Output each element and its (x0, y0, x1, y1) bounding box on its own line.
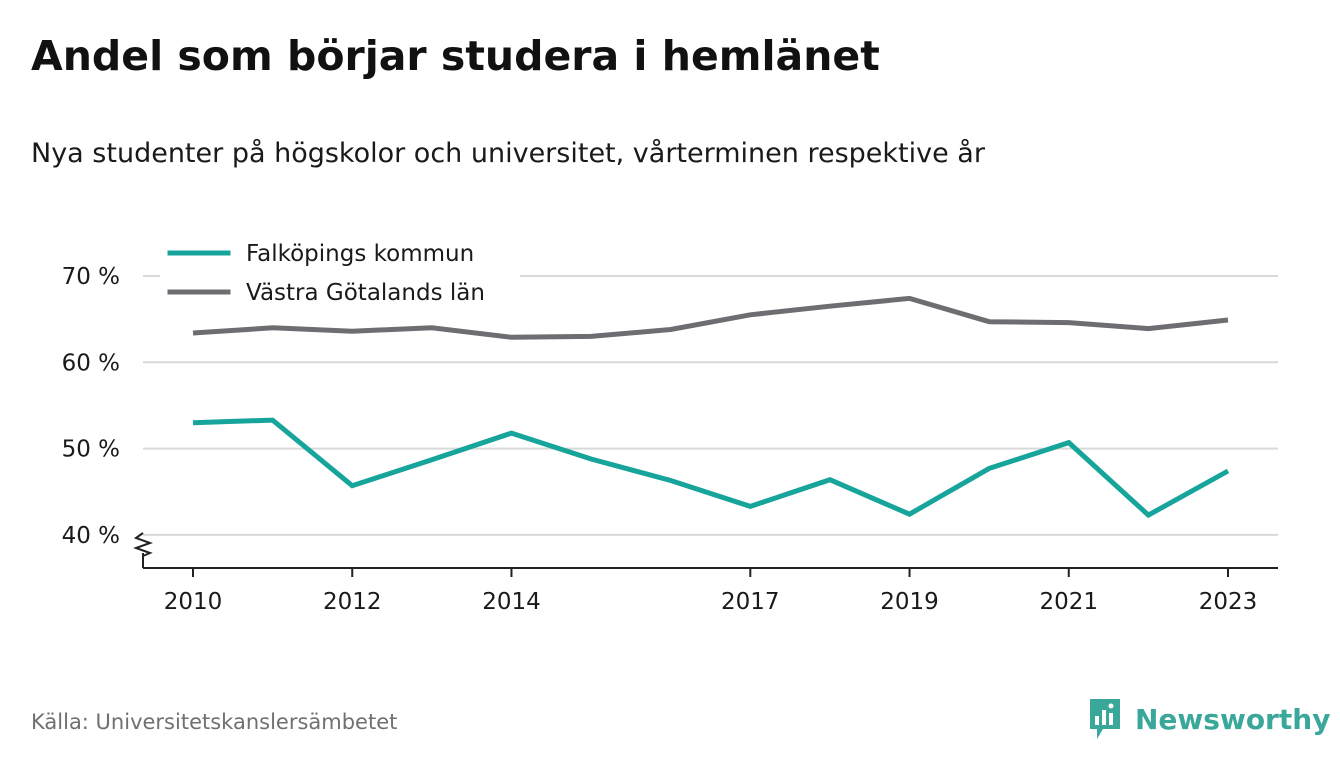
y-axis-ticks: 40 % 50 % 60 % 70 % (62, 264, 120, 549)
brand-name: Newsworthy (1135, 702, 1331, 736)
y-tick-label: 40 % (62, 523, 120, 549)
x-tick-label: 2023 (1199, 589, 1258, 615)
x-tick-label: 2019 (880, 589, 939, 615)
legend-label-falkopings-kommun: Falköpings kommun (246, 241, 474, 267)
series-line-vastra-gotalands-lan (192, 295, 1229, 340)
legend-label-vastra-gotalands-lan: Västra Götalands län (246, 280, 485, 306)
chart-title: Andel som börjar studera i hemlänet (31, 32, 880, 80)
legend: Falköpings kommun Västra Götalands län (160, 232, 520, 312)
series-line-falkopings-kommun (192, 417, 1230, 519)
bar-chart-speech-bubble-icon (1090, 699, 1120, 739)
x-tick-label: 2021 (1039, 589, 1098, 615)
x-axis-ticks: 2010 2012 2014 2017 2019 2021 2023 (164, 568, 1258, 615)
y-tick-label: 60 % (62, 350, 120, 376)
x-tick-label: 2012 (323, 589, 382, 615)
x-tick-label: 2014 (482, 589, 541, 615)
y-tick-label: 50 % (62, 437, 120, 463)
series-lines (192, 295, 1230, 519)
axes (133, 532, 1278, 569)
y-axis-break-icon (133, 532, 153, 557)
brand-logo: Newsworthy (1087, 696, 1330, 742)
x-tick-label: 2010 (164, 589, 223, 615)
y-tick-label: 70 % (62, 264, 120, 290)
legend-background (160, 232, 520, 312)
x-tick-label: 2017 (721, 589, 780, 615)
chart-subtitle: Nya studenter på högskolor och universit… (31, 138, 985, 169)
source-note: Källa: Universitetskanslersämbetet (31, 710, 398, 734)
